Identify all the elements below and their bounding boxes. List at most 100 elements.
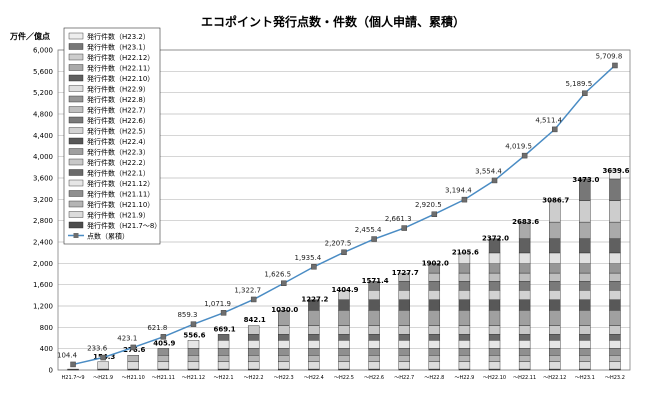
bar-segment: [428, 340, 441, 349]
bar-segment: [157, 355, 170, 362]
bar-segment: [67, 368, 79, 371]
legend-label: 発行件数（H22.10）: [87, 74, 154, 83]
x-tick-label: ～H21.9: [93, 375, 113, 381]
legend-swatch: [68, 190, 84, 197]
chart-title: エコポイント発行点数・件数（個人申請、累積）: [201, 14, 465, 29]
bar-segment: [458, 334, 471, 341]
bar-segment: [127, 361, 139, 370]
bar-segment: [609, 221, 621, 239]
bar-segment: [458, 310, 471, 326]
legend-swatch: [68, 179, 84, 187]
legend-swatch: [68, 127, 84, 134]
bar-segment: [368, 340, 380, 349]
bar-segment: [458, 325, 471, 335]
bar-segment: [518, 310, 531, 326]
line-marker: [341, 249, 347, 256]
bar-segment: [518, 281, 531, 291]
bar-segment: [338, 348, 350, 356]
line-data-label: 1,071.9: [204, 300, 231, 308]
line-data-label: 1,935.4: [295, 254, 322, 262]
bar-segment: [458, 299, 471, 311]
y-tick-label: 4,000: [33, 153, 53, 161]
legend-swatch: [68, 221, 84, 229]
x-tick-label: ～H22.8: [424, 375, 444, 381]
x-tick-label: H21.7～9: [62, 375, 85, 381]
bar-segment: [579, 263, 591, 274]
bar-total-label: 1404.9: [331, 286, 358, 294]
bar-segment: [217, 334, 230, 341]
y-tick-label: 1,600: [33, 281, 53, 289]
bar-segment: [398, 290, 410, 300]
bar-segment: [338, 299, 350, 311]
bar-segment: [579, 355, 591, 362]
line-data-label: 2,920.5: [415, 201, 442, 209]
bar-segment: [278, 355, 290, 362]
bar-segment: [428, 281, 441, 291]
bar-segment: [488, 290, 501, 300]
bar-total-label: 1727.7: [392, 269, 419, 277]
bar-segment: [338, 325, 350, 335]
bar-segment: [579, 325, 591, 335]
line-marker: [401, 225, 407, 231]
x-tick-label: ～H22.4: [304, 375, 324, 381]
line-marker: [371, 236, 377, 242]
bar-segment: [609, 272, 621, 282]
bar-segment: [488, 281, 501, 291]
legend-label: 発行件数（H22.2）: [87, 158, 150, 167]
bar-segment: [609, 238, 621, 254]
legend-swatch: [68, 53, 84, 61]
bar-segment: [458, 272, 471, 282]
y-tick-label: 4,400: [33, 132, 53, 140]
bar-segment: [247, 355, 260, 362]
bar-total-label: 1227.2: [301, 296, 328, 304]
bar-segment: [368, 299, 380, 311]
bar-segment: [278, 340, 290, 349]
line-marker: [311, 264, 317, 270]
bar-segment: [398, 334, 410, 341]
line-marker: [551, 126, 558, 133]
bar-segment: [609, 361, 621, 370]
bar-segment: [428, 310, 441, 326]
bar-segment: [549, 355, 561, 362]
bar-segment: [609, 340, 621, 349]
legend-swatch: [68, 200, 84, 208]
legend-label: 発行件数（H22.4）: [87, 137, 150, 146]
x-tick-label: ～H22.7: [394, 375, 414, 381]
legend-swatch: [68, 43, 84, 50]
bar-segment: [217, 355, 230, 362]
bar-segment: [247, 334, 260, 341]
bar-segment: [579, 221, 591, 239]
line-marker: [582, 90, 588, 96]
bar-segment: [368, 355, 380, 362]
bar-segment: [549, 361, 561, 370]
bar-segment: [549, 272, 561, 282]
x-tick-label: ～H22.3: [274, 375, 294, 381]
x-tick-label: ～H22.5: [334, 375, 354, 381]
bar-segment: [458, 263, 471, 274]
y-tick-label: 3,200: [33, 196, 53, 204]
legend-label: 発行件数（H21.12）: [87, 179, 154, 188]
line-data-label: 3,194.4: [445, 187, 472, 195]
bar-segment: [549, 281, 561, 291]
x-tick-label: ～H21.10: [122, 375, 145, 381]
bar-segment: [398, 348, 410, 356]
legend-swatch: [68, 106, 84, 113]
bar-segment: [157, 361, 170, 370]
bar-segment: [308, 310, 320, 326]
legend-label: 点数（累積）: [87, 232, 129, 241]
bar-total-label: 3639.6: [602, 167, 629, 175]
legend-label: 発行件数（H21.9）: [87, 211, 150, 220]
bar-segment: [549, 263, 561, 274]
bar-segment: [428, 325, 441, 335]
bar-segment: [549, 290, 561, 300]
line-marker: [250, 296, 257, 303]
bar-segment: [398, 272, 410, 282]
bar-segment: [579, 178, 591, 201]
line-data-label: 1,322.7: [234, 286, 261, 294]
bar-segment: [609, 290, 621, 300]
bar-segment: [579, 299, 591, 311]
bar-segment: [488, 361, 501, 370]
bar-segment: [549, 340, 561, 349]
bar-segment: [428, 263, 441, 274]
bar-segment: [187, 340, 200, 349]
